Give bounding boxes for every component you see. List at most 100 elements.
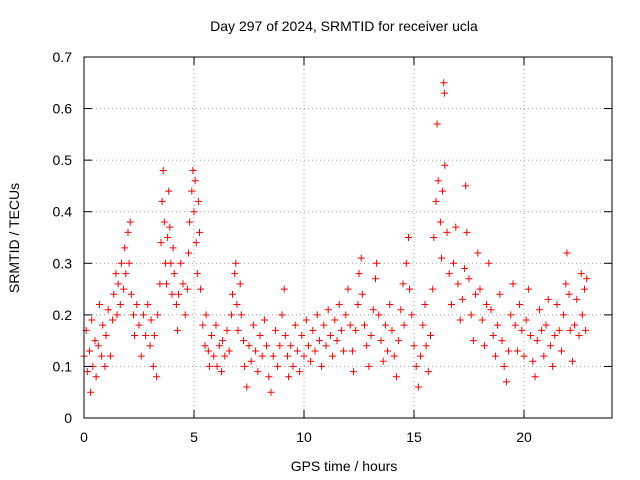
- data-point: [175, 290, 183, 298]
- data-point: [212, 321, 220, 329]
- data-point: [232, 259, 240, 267]
- data-point: [131, 331, 139, 339]
- data-point: [179, 280, 187, 288]
- data-point: [315, 337, 323, 345]
- data-point: [188, 187, 196, 195]
- data-point: [467, 311, 475, 319]
- data-point: [313, 311, 321, 319]
- data-point: [331, 316, 339, 324]
- data-point: [500, 362, 508, 370]
- data-point: [169, 244, 177, 252]
- data-point: [568, 357, 576, 365]
- data-point: [193, 270, 201, 278]
- data-point: [126, 218, 134, 226]
- data-point: [154, 311, 162, 319]
- data-point: [405, 234, 412, 241]
- data-point: [494, 321, 502, 329]
- data-point: [86, 347, 93, 355]
- data-point: [440, 89, 448, 97]
- data-point: [298, 331, 306, 339]
- data-point: [245, 342, 253, 350]
- data-point: [113, 311, 121, 319]
- data-point: [291, 321, 299, 329]
- data-point: [191, 177, 199, 185]
- data-point: [167, 259, 175, 267]
- data-point: [513, 347, 521, 355]
- data-point: [352, 326, 360, 334]
- data-point: [529, 357, 537, 365]
- data-point: [157, 239, 165, 247]
- data-point: [390, 352, 398, 360]
- data-point: [335, 301, 343, 309]
- data-point: [247, 357, 255, 365]
- data-point: [104, 306, 112, 314]
- data-point: [565, 290, 573, 298]
- data-point: [320, 321, 328, 329]
- data-point: [487, 306, 495, 314]
- data-point: [346, 321, 354, 329]
- data-point: [447, 301, 455, 309]
- data-point: [309, 326, 317, 334]
- data-point: [557, 347, 565, 355]
- data-point: [274, 362, 282, 370]
- data-point: [240, 337, 247, 345]
- data-point: [94, 342, 102, 350]
- data-point: [419, 321, 427, 329]
- data-point: [199, 321, 207, 329]
- data-point: [417, 352, 425, 360]
- data-point: [402, 259, 410, 267]
- data-point: [202, 311, 210, 319]
- y-axis-title: SRMTID / TECUs: [6, 183, 22, 293]
- data-point: [516, 301, 524, 309]
- data-point: [160, 218, 168, 226]
- data-point: [422, 342, 430, 350]
- data-point: [122, 270, 130, 278]
- data-point: [149, 362, 157, 370]
- data-point: [456, 316, 464, 324]
- data-point: [439, 187, 447, 195]
- data-point: [284, 352, 291, 360]
- data-point: [522, 316, 530, 324]
- data-point: [414, 383, 422, 391]
- data-point: [427, 331, 434, 339]
- data-point: [430, 234, 438, 241]
- data-point: [365, 362, 373, 370]
- data-point: [524, 285, 532, 293]
- data-point: [324, 306, 332, 314]
- data-point: [144, 301, 152, 309]
- data-point: [170, 270, 178, 278]
- data-point: [218, 368, 225, 376]
- data-point: [358, 290, 366, 298]
- data-point: [348, 347, 356, 355]
- data-point: [474, 249, 482, 257]
- data-point: [265, 373, 273, 381]
- y-tick-label: 0.1: [53, 358, 73, 374]
- data-point: [116, 301, 124, 309]
- data-point: [236, 280, 244, 288]
- data-point: [87, 388, 95, 396]
- y-tick-label: 0.4: [53, 204, 73, 220]
- data-point: [293, 347, 301, 355]
- x-tick-label: 10: [296, 429, 312, 445]
- data-point: [502, 378, 510, 386]
- data-point: [357, 254, 365, 262]
- data-point: [533, 337, 541, 345]
- data-point: [121, 244, 129, 252]
- data-point: [133, 301, 141, 309]
- data-point: [110, 290, 118, 298]
- data-point: [542, 321, 550, 329]
- data-point: [137, 352, 145, 360]
- data-point: [531, 373, 539, 381]
- data-point: [177, 259, 185, 267]
- data-point: [429, 285, 437, 293]
- data-point: [166, 223, 174, 231]
- data-point: [438, 254, 445, 262]
- data-point: [483, 301, 491, 309]
- data-point: [150, 331, 158, 339]
- data-point: [518, 326, 526, 334]
- data-point: [412, 362, 420, 370]
- data-point: [302, 316, 310, 324]
- y-tick-label: 0.3: [53, 255, 73, 271]
- data-point: [189, 166, 197, 174]
- data-point: [511, 321, 519, 329]
